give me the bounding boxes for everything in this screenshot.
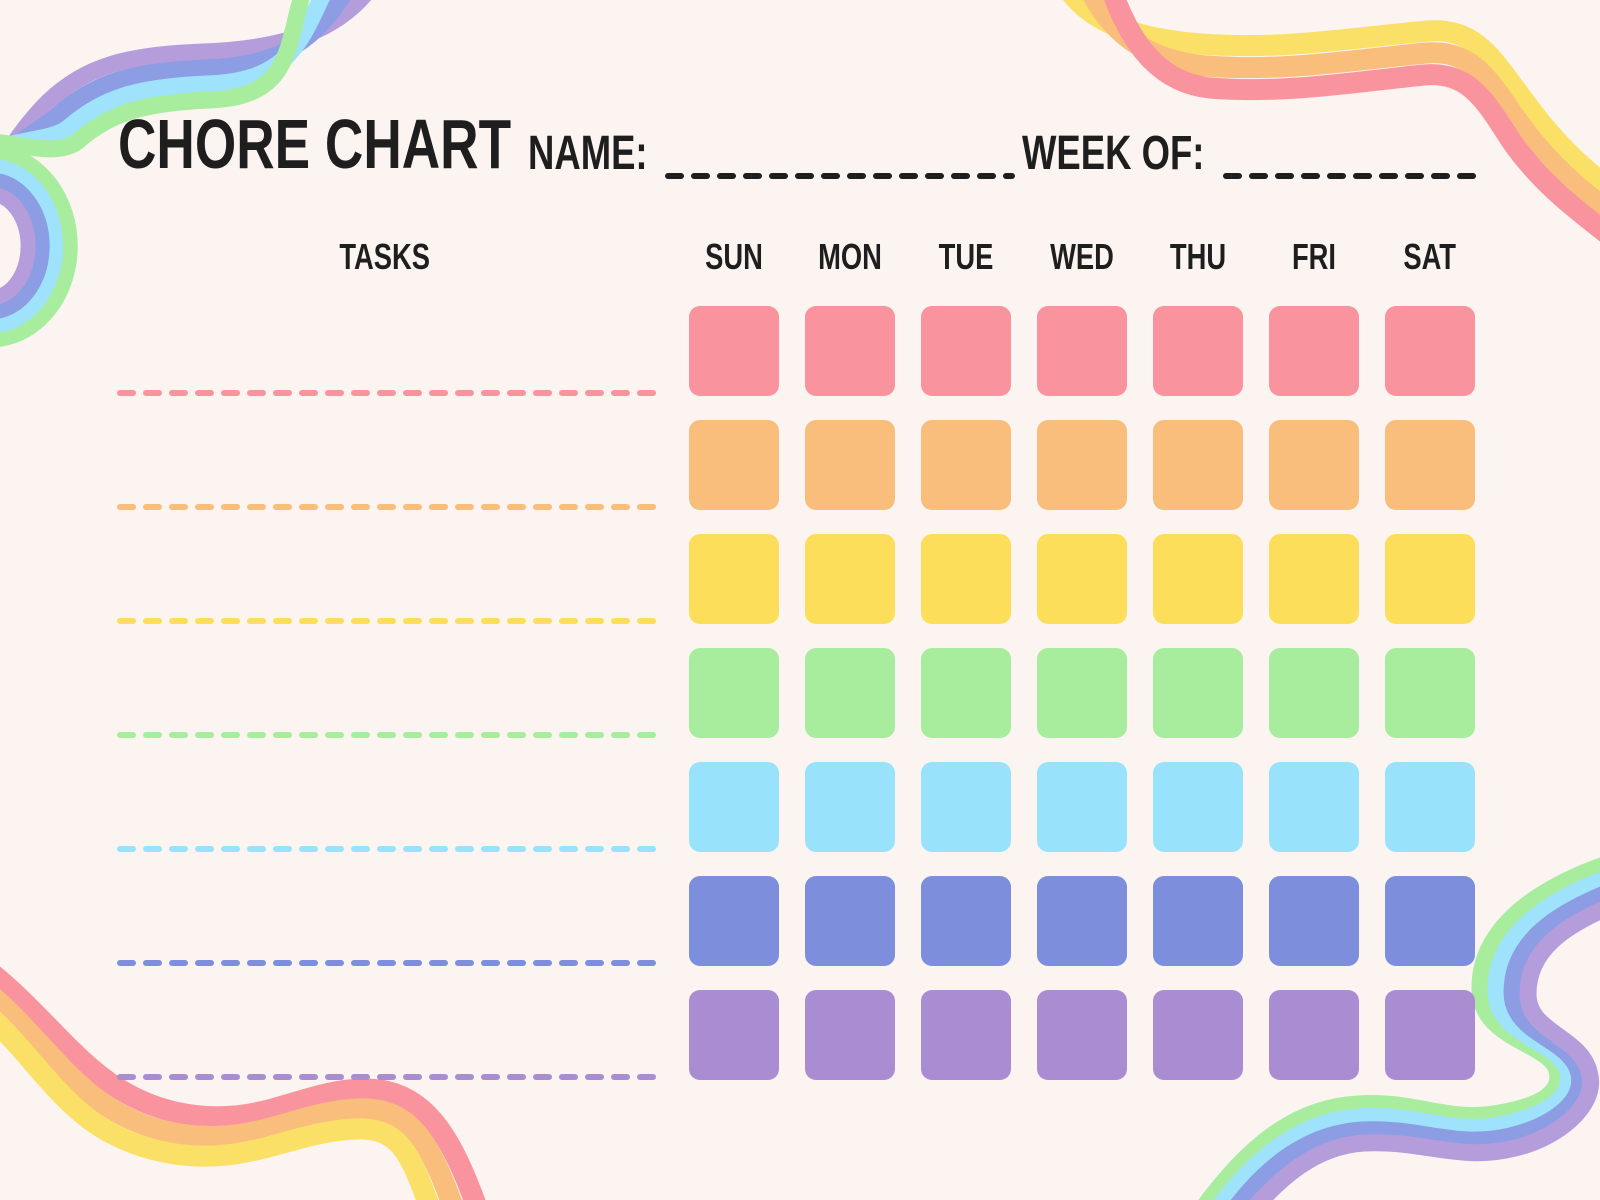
- chore-cell-row1-wed[interactable]: [1037, 306, 1127, 396]
- chore-cell-row6-tue[interactable]: [921, 876, 1011, 966]
- chore-cell-row6-wed[interactable]: [1037, 876, 1127, 966]
- chore-cell-row1-thu[interactable]: [1153, 306, 1243, 396]
- day-header-tue: TUE: [921, 236, 1011, 278]
- chore-cell-row5-mon[interactable]: [805, 762, 895, 852]
- chore-cell-row7-fri[interactable]: [1269, 990, 1359, 1080]
- day-header-label: TUE: [938, 236, 994, 277]
- rainbow-curl-green-icon: [0, 145, 78, 347]
- chore-cell-row1-sat[interactable]: [1385, 306, 1475, 396]
- rainbow-ribbon-top-right: [1063, 0, 1600, 242]
- chore-cell-row1-mon[interactable]: [805, 306, 895, 396]
- chore-cell-row5-thu[interactable]: [1153, 762, 1243, 852]
- rainbow-ribbon-top-left: [0, 0, 372, 347]
- day-header-wed: WED: [1037, 236, 1127, 278]
- rainbow-stripe-green-icon: [0, 0, 310, 158]
- chore-cell-row2-sun[interactable]: [689, 420, 779, 510]
- task-field-1[interactable]: [122, 326, 656, 386]
- rainbow-ribbon-bottom-left: [0, 966, 486, 1200]
- chore-cell-row5-sun[interactable]: [689, 762, 779, 852]
- task-field-5[interactable]: [122, 782, 656, 842]
- chore-cell-row4-sat[interactable]: [1385, 648, 1475, 738]
- task-field-3[interactable]: [122, 554, 656, 614]
- day-header-label: MON: [818, 236, 882, 277]
- rainbow-curl-purple-icon: [0, 188, 36, 304]
- chore-cell-row2-fri[interactable]: [1269, 420, 1359, 510]
- rainbow-stripe-pink-icon: [1103, 0, 1600, 242]
- week-of-label: WEEK OF:: [1022, 127, 1205, 180]
- chore-cell-row1-tue[interactable]: [921, 306, 1011, 396]
- chore-cell-row1-fri[interactable]: [1269, 306, 1359, 396]
- chore-cell-row7-thu[interactable]: [1153, 990, 1243, 1080]
- chore-cell-row2-thu[interactable]: [1153, 420, 1243, 510]
- chore-cell-row4-fri[interactable]: [1269, 648, 1359, 738]
- task-field-7[interactable]: [122, 1010, 656, 1070]
- rainbow-curl-skyblue-icon: [0, 159, 64, 333]
- task-field-6[interactable]: [122, 896, 656, 956]
- tasks-column-header: TASKS: [339, 236, 431, 277]
- task-lines: [117, 390, 659, 1080]
- chore-cell-row4-tue[interactable]: [921, 648, 1011, 738]
- chore-cell-row1-sun[interactable]: [689, 306, 779, 396]
- rainbow-stripe-orange-icon: [0, 989, 462, 1200]
- rainbow-stripe-purple-icon: [1249, 901, 1600, 1200]
- day-header-fri: FRI: [1269, 236, 1359, 278]
- rainbow-ribbon-bottom-right: [1198, 857, 1600, 1200]
- day-header-sat: SAT: [1385, 236, 1475, 278]
- rainbow-stripe-pink-icon: [0, 966, 486, 1200]
- chore-cell-row6-fri[interactable]: [1269, 876, 1359, 966]
- chore-cell-row6-sun[interactable]: [689, 876, 779, 966]
- chore-cell-row5-tue[interactable]: [921, 762, 1011, 852]
- day-header-mon: MON: [805, 236, 895, 278]
- rainbow-stripe-yellow-icon: [0, 1011, 439, 1200]
- chore-cell-row6-mon[interactable]: [805, 876, 895, 966]
- chore-cell-row5-fri[interactable]: [1269, 762, 1359, 852]
- chore-cell-row3-thu[interactable]: [1153, 534, 1243, 624]
- chore-cell-row4-mon[interactable]: [805, 648, 895, 738]
- task-field-2[interactable]: [122, 440, 656, 500]
- day-header-thu: THU: [1153, 236, 1243, 278]
- chore-cell-row7-wed[interactable]: [1037, 990, 1127, 1080]
- rainbow-stripe-periwinkle-icon: [1230, 886, 1600, 1200]
- chore-cell-row5-sat[interactable]: [1385, 762, 1475, 852]
- week-of-field[interactable]: [1230, 128, 1470, 174]
- chore-cell-row2-sat[interactable]: [1385, 420, 1475, 510]
- chore-cell-row3-sun[interactable]: [689, 534, 779, 624]
- name-label: NAME:: [528, 127, 648, 180]
- chore-cell-row5-wed[interactable]: [1037, 762, 1127, 852]
- chore-cell-row2-wed[interactable]: [1037, 420, 1127, 510]
- chore-cell-row4-thu[interactable]: [1153, 648, 1243, 738]
- name-field[interactable]: [672, 128, 1008, 174]
- chore-cell-row2-tue[interactable]: [921, 420, 1011, 510]
- chore-cell-row4-wed[interactable]: [1037, 648, 1127, 738]
- chore-cell-row3-fri[interactable]: [1269, 534, 1359, 624]
- chore-cell-row6-thu[interactable]: [1153, 876, 1243, 966]
- chore-cell-row2-mon[interactable]: [805, 420, 895, 510]
- chore-cell-row6-sat[interactable]: [1385, 876, 1475, 966]
- day-header-label: SUN: [705, 236, 763, 277]
- chore-cell-row7-sun[interactable]: [689, 990, 779, 1080]
- chore-cell-row3-wed[interactable]: [1037, 534, 1127, 624]
- chore-cell-row7-sat[interactable]: [1385, 990, 1475, 1080]
- chore-cell-row7-tue[interactable]: [921, 990, 1011, 1080]
- day-header-label: SAT: [1403, 236, 1457, 277]
- day-header-sun: SUN: [689, 236, 779, 278]
- rainbow-curl-periwinkle-icon: [0, 173, 50, 319]
- page-title-text: CHORE CHART: [118, 105, 512, 183]
- chore-cell-row3-tue[interactable]: [921, 534, 1011, 624]
- day-header-label: WED: [1050, 236, 1114, 277]
- task-field-4[interactable]: [122, 668, 656, 728]
- day-header-label: FRI: [1291, 236, 1337, 277]
- chore-cell-row3-mon[interactable]: [805, 534, 895, 624]
- chore-cell-row3-sat[interactable]: [1385, 534, 1475, 624]
- chore-cell-row7-mon[interactable]: [805, 990, 895, 1080]
- rainbow-stripe-green-icon: [1198, 857, 1600, 1200]
- rainbow-stripe-skyblue-icon: [1213, 871, 1600, 1200]
- chore-cell-row4-sun[interactable]: [689, 648, 779, 738]
- page-title: CHORE CHART: [118, 104, 635, 184]
- day-header-label: THU: [1169, 236, 1227, 277]
